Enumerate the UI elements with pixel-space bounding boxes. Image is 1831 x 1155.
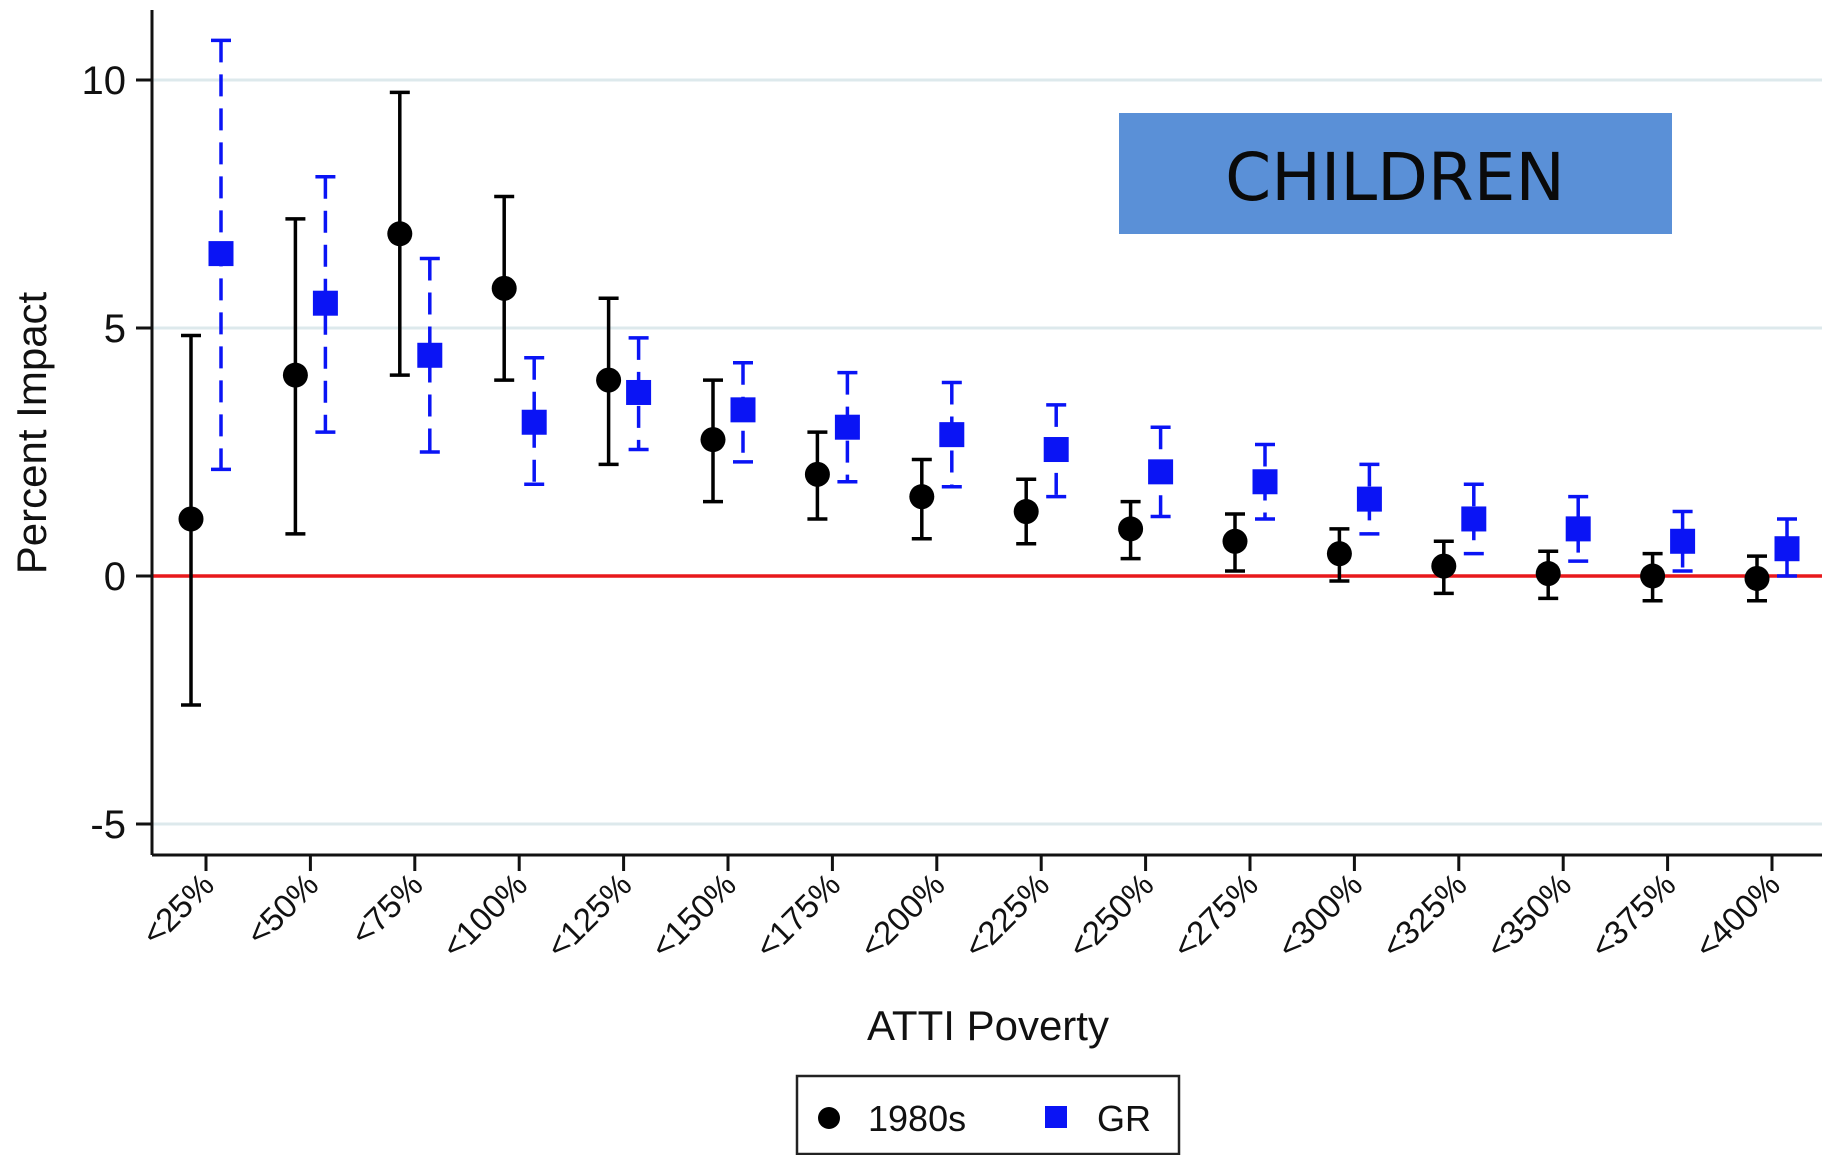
- y-tick-label: -5: [90, 803, 126, 847]
- axes: [136, 10, 1822, 871]
- point-1980s: [596, 367, 622, 393]
- point-1980s: [282, 362, 308, 388]
- point-gr: [417, 342, 443, 368]
- annotation-box: [1119, 113, 1672, 234]
- x-tick-label: <300%: [1270, 866, 1369, 965]
- series-1980s: [178, 90, 1770, 707]
- x-tick-label: <200%: [852, 866, 951, 965]
- series-gr: [208, 38, 1800, 578]
- point-gr: [939, 422, 965, 448]
- point-1980s: [700, 427, 726, 453]
- point-gr: [1774, 536, 1800, 562]
- legend-box: [795, 1074, 1181, 1155]
- point-1980s: [1640, 563, 1666, 589]
- y-axis-title: Percent Impact: [8, 291, 55, 574]
- point-1980s: [1326, 541, 1352, 567]
- x-tick-label: <150%: [643, 866, 742, 965]
- y-tick-label: 0: [104, 555, 126, 599]
- x-tick-label: <375%: [1583, 866, 1682, 965]
- x-tick-label: <50%: [239, 866, 325, 952]
- x-tick-label: <250%: [1061, 866, 1160, 965]
- point-gr: [730, 397, 756, 423]
- point-gr: [626, 379, 652, 405]
- x-tick-label: <400%: [1687, 866, 1786, 965]
- point-1980s: [1431, 553, 1457, 579]
- x-tick-label: <225%: [957, 866, 1056, 965]
- y-tick-labels: -5 0 5 10: [82, 59, 127, 847]
- point-gr: [1670, 528, 1696, 554]
- point-gr: [1043, 437, 1069, 463]
- annotation-text: CHILDREN: [1225, 139, 1565, 216]
- x-tick-label: <25%: [134, 866, 220, 952]
- legend-marker-gr: [1045, 1106, 1067, 1128]
- x-tick-label: <100%: [435, 866, 534, 965]
- legend-marker-1980s: [818, 1107, 840, 1129]
- point-gr: [208, 241, 234, 267]
- point-1980s: [491, 275, 517, 301]
- point-1980s: [909, 484, 935, 510]
- x-tick-label: <125%: [539, 866, 638, 965]
- point-gr: [1148, 459, 1174, 485]
- point-gr: [834, 414, 860, 440]
- point-gr: [312, 290, 338, 316]
- point-1980s: [178, 506, 204, 532]
- y-tick-label: 10: [82, 59, 127, 103]
- series-marks: [178, 38, 1800, 707]
- children-annotation: CHILDREN: [1119, 113, 1672, 234]
- y-tick-label: 5: [104, 307, 126, 351]
- point-gr: [1356, 486, 1382, 512]
- x-tick-label: <75%: [343, 866, 429, 952]
- point-gr: [1252, 469, 1278, 495]
- x-axis-title: ATTI Poverty: [867, 1002, 1109, 1049]
- x-tick-label: <325%: [1374, 866, 1473, 965]
- legend-label-gr: GR: [1097, 1098, 1151, 1139]
- point-1980s: [1013, 499, 1039, 525]
- point-1980s: [387, 221, 413, 247]
- point-gr: [1461, 506, 1487, 532]
- point-1980s: [1222, 528, 1248, 554]
- legend-label-1980s: 1980s: [868, 1098, 966, 1139]
- point-gr: [521, 409, 547, 435]
- x-tick-labels: <25% <50% <75% <100% <125% <150% <175% <200% <22…: [134, 866, 1786, 965]
- x-tick-label: <350%: [1479, 866, 1578, 965]
- point-1980s: [1744, 565, 1770, 591]
- point-gr: [1565, 516, 1591, 542]
- point-1980s: [804, 461, 830, 487]
- x-tick-label: <275%: [1165, 866, 1264, 965]
- legend: 1980s GR: [795, 1074, 1181, 1155]
- x-tick-label: <175%: [748, 866, 847, 965]
- point-1980s: [1118, 516, 1144, 542]
- point-1980s: [1535, 561, 1561, 587]
